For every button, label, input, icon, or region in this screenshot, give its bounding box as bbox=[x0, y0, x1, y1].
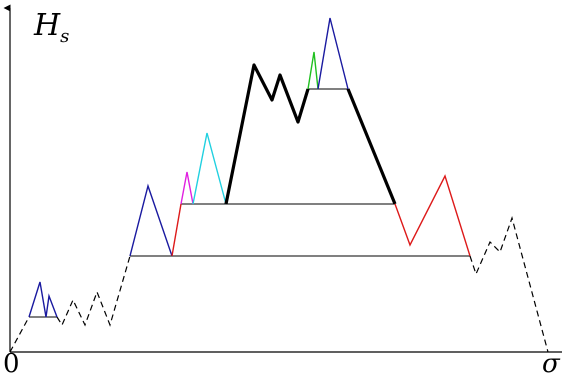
green-excursion bbox=[307, 51, 319, 90]
blue-excursion-peak bbox=[317, 17, 349, 90]
dashed-path-left bbox=[9, 316, 30, 353]
red-excursion-left bbox=[171, 203, 182, 257]
bold-excursion bbox=[224, 63, 310, 205]
magenta-excursion bbox=[180, 171, 194, 205]
blue-excursion-left bbox=[129, 183, 173, 257]
sigma-label: σ bbox=[542, 349, 560, 379]
blue-excursion-small bbox=[28, 281, 58, 318]
cyan-excursion bbox=[192, 132, 227, 205]
dashed-path-right bbox=[469, 215, 549, 353]
y-axis-label: Hs bbox=[34, 8, 70, 47]
red-excursion-right bbox=[394, 174, 471, 257]
bold-excursion-descent bbox=[346, 88, 397, 205]
origin-label: 0 bbox=[3, 349, 20, 379]
dashed-path-left-middle bbox=[56, 255, 131, 327]
